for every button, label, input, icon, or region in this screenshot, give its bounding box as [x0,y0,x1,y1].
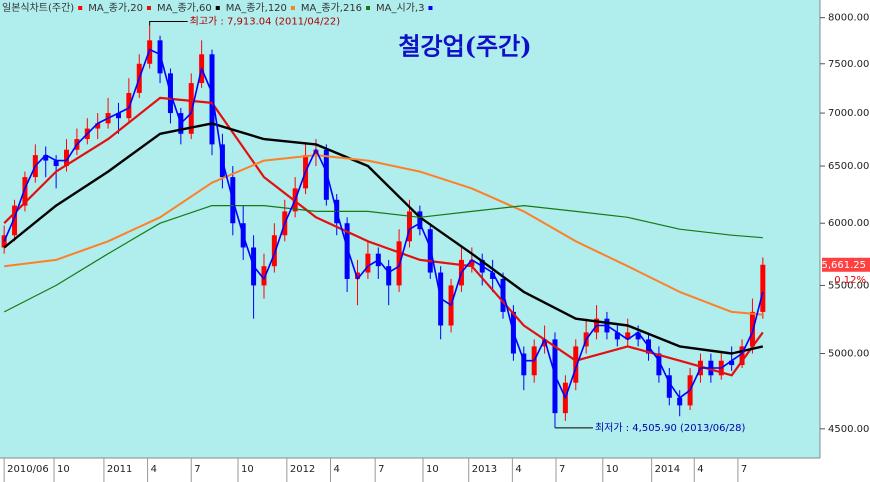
x-tick-label: 10 [606,464,619,475]
legend-label: MA_종가,216 [301,2,362,14]
candle-body [417,211,423,230]
x-tick-label: 2014 [655,464,680,475]
candle-body [386,266,392,286]
last-price-box [822,257,870,272]
last-price-label: 5,661.25 [821,260,866,271]
candle-body [53,160,59,167]
x-tick-label: 2013 [472,464,497,475]
candle-body [521,353,527,376]
legend-label: 일본식차트(주간) [2,2,74,14]
y-tick-label: 7500.00 [828,59,869,70]
legend-swatch [78,6,83,10]
candle-body [625,332,631,340]
x-tick-label: 10 [241,464,254,475]
candle-body [95,123,101,129]
candle-body [313,149,319,156]
candle-body [64,149,70,167]
ma-line [3,205,763,313]
ma-line [4,154,763,316]
x-tick-label: 7 [559,464,565,475]
legend-swatch [146,6,151,10]
candle-body [739,346,745,366]
y-tick-label: 6000.00 [828,218,869,229]
x-tick-label: 4 [697,464,703,475]
legend-swatch [428,6,433,10]
y-tick-label: 4500.00 [828,424,869,435]
x-tick-label: 2011 [107,464,132,475]
candle-body [188,83,194,134]
x-tick-label: 4 [515,464,521,475]
x-tick-label: 4 [151,464,157,475]
candle-body [365,253,371,273]
y-tick-label: 5000.00 [828,349,869,360]
annotation-text: 최고가 : 7,913.04 (2011/04/22) [190,15,341,27]
y-tick-label: 8000.00 [828,13,869,24]
candle-body [115,113,121,119]
x-tick-label: 7 [378,464,384,475]
legend-label: MA_시가,3 [376,2,424,14]
chart-title: 철강업(주간) [398,32,531,61]
candle-body [729,360,735,366]
candle-body [666,375,672,398]
x-tick-label: 2012 [290,464,315,475]
x-tick-label: 10 [426,464,439,475]
candle-body [677,397,683,406]
annotation-text: 최저가 : 4,505.90 (2013/06/28) [595,422,746,434]
x-tick-label: 7 [741,464,747,475]
legend: 일본식차트(주간) MA_종가,20 MA_종가,60 MA_종가,120 MA_종가,… [2,2,433,14]
x-axis-panel [0,458,820,482]
candle-body [261,266,267,286]
x-tick-label: 7 [194,464,200,475]
legend-label: MA_종가,60 [157,2,212,14]
legend-swatch [215,6,220,10]
candle-body [12,205,18,236]
candle-body [271,235,277,267]
legend-label: MA_종가,20 [88,2,143,14]
candle-body [43,155,49,161]
x-tick-label: 4 [333,464,339,475]
candle-body [490,272,496,279]
candle-body [656,353,662,376]
candle-body [355,272,361,279]
candle-body [760,264,766,312]
ma-line [3,48,764,399]
candle-body [209,54,215,145]
candle-body [22,177,28,206]
candle-body [406,211,412,242]
candle-body [500,278,506,312]
candle-body [635,332,641,340]
candle-body [614,332,620,340]
x-tick-label: 2010/06 [7,464,49,475]
candle-body [126,92,132,119]
last-price-change: 0.12% [834,275,866,286]
x-tick-label: 10 [57,464,70,475]
legend-swatch [290,6,295,10]
ma-line [3,122,764,355]
legend-swatch [366,6,371,10]
annotation-leader [149,20,188,26]
y-tick-label: 5500.00 [828,280,869,291]
candle-body [469,259,475,267]
y-tick-label: 6500.00 [828,161,869,172]
legend-label: MA_종가,120 [226,2,287,14]
y-axis-panel [820,0,870,482]
candle-body [573,346,579,383]
y-tick-label: 7000.00 [828,108,869,119]
candle-body [344,223,350,279]
candle-body [542,339,548,347]
candle-body [1,235,7,248]
